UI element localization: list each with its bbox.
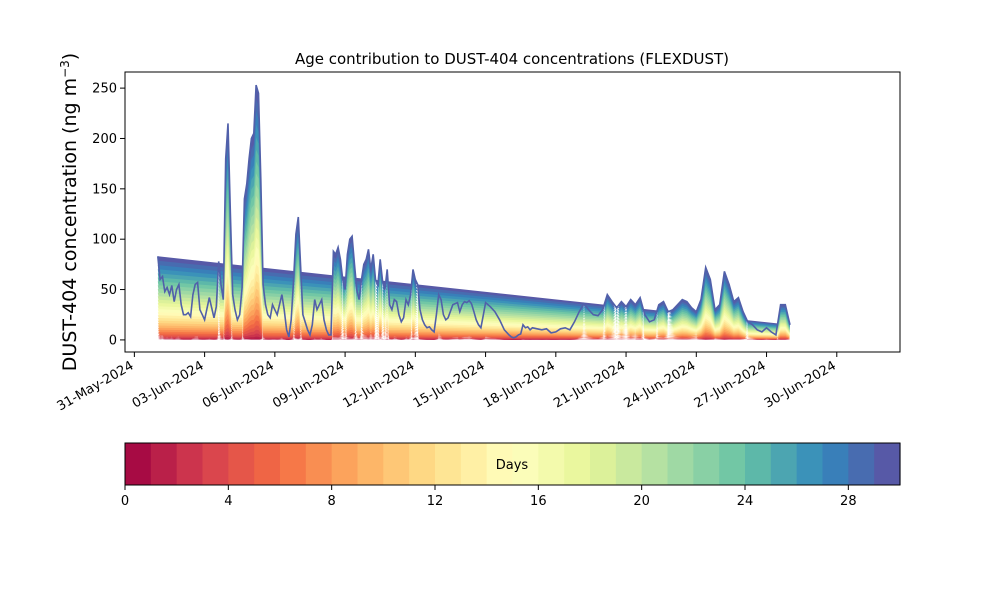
age-bin-area bbox=[157, 273, 791, 340]
age-bin-area bbox=[157, 264, 791, 340]
age-bin-area bbox=[157, 173, 791, 339]
age-bin-area bbox=[157, 149, 791, 339]
y-tick-label: 50 bbox=[100, 283, 117, 298]
colorbar-tick-label: 28 bbox=[840, 494, 857, 509]
age-bin-area bbox=[157, 85, 791, 338]
x-tick-label: 30-Jun-2024 bbox=[762, 358, 839, 411]
colorbar-segment bbox=[435, 443, 462, 485]
y-axis: 0 50 100 150 200 250 bbox=[92, 82, 125, 348]
x-tick-label: 09-Jun-2024 bbox=[270, 358, 347, 411]
colorbar-segment bbox=[150, 443, 178, 485]
y-tick-label: 100 bbox=[92, 233, 117, 248]
colorbar-ticks: 0 4 8 12 16 20 24 28 bbox=[121, 485, 857, 509]
x-tick-label: 21-Jun-2024 bbox=[551, 358, 628, 411]
chart-title: Age contribution to DUST-404 concentrati… bbox=[295, 50, 729, 68]
colorbar-tick-label: 12 bbox=[427, 494, 444, 509]
colorbar-tick-label: 0 bbox=[121, 494, 129, 509]
age-bin-area bbox=[157, 288, 791, 340]
colorbar-segment bbox=[176, 443, 204, 485]
age-bin-area bbox=[157, 309, 791, 340]
colorbar-segment bbox=[125, 443, 152, 485]
colorbar-segment bbox=[719, 443, 746, 485]
age-bin-area bbox=[157, 325, 791, 340]
colorbar-segment bbox=[745, 443, 772, 485]
colorbar-segment bbox=[564, 443, 591, 485]
y-tick-label: 250 bbox=[92, 82, 117, 97]
colorbar-tick-label: 8 bbox=[328, 494, 336, 509]
age-bin-area bbox=[157, 227, 791, 339]
colorbar-segment bbox=[848, 443, 875, 485]
colorbar-segment bbox=[254, 443, 281, 485]
x-tick-label: 03-Jun-2024 bbox=[130, 358, 207, 411]
age-bin-area bbox=[157, 336, 791, 340]
colorbar-segment bbox=[228, 443, 255, 485]
colorbar bbox=[125, 443, 901, 485]
total-concentration-line bbox=[157, 84, 791, 339]
colorbar-segment bbox=[512, 443, 539, 485]
x-tick-label: 15-Jun-2024 bbox=[411, 358, 488, 411]
age-bin-area bbox=[157, 98, 791, 338]
age-bin-area bbox=[157, 161, 791, 339]
x-tick-label: 12-Jun-2024 bbox=[341, 358, 418, 411]
colorbar-segment bbox=[331, 443, 359, 485]
y-axis-label: DUST-404 concentration (ng m−3) bbox=[58, 53, 81, 371]
age-bin-area bbox=[157, 111, 791, 339]
age-bin-area bbox=[157, 237, 791, 340]
x-tick-label: 18-Jun-2024 bbox=[481, 358, 558, 411]
colorbar-segment bbox=[874, 443, 901, 485]
x-tick-label: 06-Jun-2024 bbox=[200, 358, 277, 411]
colorbar-segment bbox=[460, 443, 488, 485]
age-bin-area bbox=[157, 281, 791, 340]
y-tick-label: 200 bbox=[92, 132, 117, 147]
colorbar-segment bbox=[693, 443, 720, 485]
colorbar-label: Days bbox=[496, 458, 529, 473]
colorbar-tick-label: 16 bbox=[530, 494, 547, 509]
age-bin-area bbox=[157, 255, 791, 340]
colorbar-segment bbox=[486, 443, 514, 485]
colorbar-segment bbox=[202, 443, 229, 485]
colorbar-segment bbox=[770, 443, 798, 485]
colorbar-segment bbox=[538, 443, 565, 485]
age-bin-area bbox=[157, 315, 791, 340]
age-bin-area bbox=[157, 302, 791, 340]
colorbar-segment bbox=[822, 443, 849, 485]
plot-frame bbox=[124, 71, 901, 353]
age-bin-area bbox=[157, 246, 791, 340]
x-tick-label: 24-Jun-2024 bbox=[621, 358, 698, 411]
colorbar-segment bbox=[409, 443, 436, 485]
colorbar-tick-label: 24 bbox=[737, 494, 754, 509]
age-bin-area bbox=[157, 296, 791, 340]
colorbar-tick-label: 20 bbox=[633, 494, 650, 509]
age-bin-area bbox=[157, 124, 791, 339]
colorbar-segment bbox=[357, 443, 384, 485]
age-bin-area bbox=[157, 320, 791, 340]
age-bin-area bbox=[157, 217, 791, 339]
y-tick-label: 0 bbox=[109, 333, 117, 348]
colorbar-segment bbox=[280, 443, 307, 485]
colorbar-tick-label: 4 bbox=[224, 494, 232, 509]
colorbar-segment bbox=[615, 443, 643, 485]
stacked-age-areas bbox=[157, 84, 791, 340]
colorbar-segment bbox=[590, 443, 617, 485]
colorbar-segment bbox=[305, 443, 333, 485]
x-axis: 31-May-202403-Jun-202406-Jun-202409-Jun-… bbox=[55, 352, 839, 414]
colorbar-segment bbox=[641, 443, 669, 485]
colorbar-segment bbox=[796, 443, 824, 485]
colorbar-frame bbox=[124, 442, 901, 486]
x-tick-label: 27-Jun-2024 bbox=[692, 358, 769, 411]
y-tick-label: 150 bbox=[92, 182, 117, 197]
colorbar-segment bbox=[667, 443, 694, 485]
age-bin-area bbox=[157, 329, 791, 340]
age-bin-area bbox=[157, 184, 791, 339]
age-bin-area bbox=[157, 137, 791, 339]
age-bin-area bbox=[157, 333, 791, 340]
colorbar-segment bbox=[383, 443, 410, 485]
